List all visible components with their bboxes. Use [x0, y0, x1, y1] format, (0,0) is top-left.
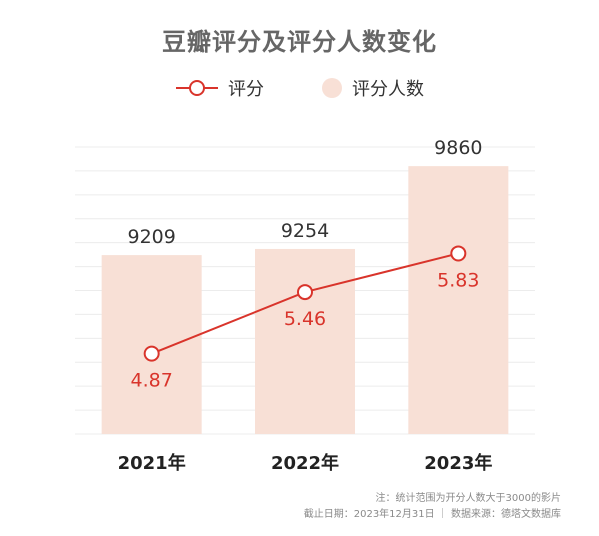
bar-value-label: 9860 — [434, 137, 482, 159]
line-marker-icon — [176, 78, 218, 98]
footnote-source: 截止日期：2023年12月31日 ｜ 数据来源：德塔文数据库 — [303, 509, 561, 520]
bar-value-label: 9254 — [281, 220, 329, 242]
score-point — [297, 284, 313, 301]
score-value-label: 5.46 — [284, 308, 326, 330]
score-point — [450, 245, 467, 262]
legend: 评分 评分人数 — [0, 74, 599, 102]
legend-label-score: 评分 — [228, 79, 264, 100]
score-value-label: 5.83 — [437, 269, 479, 291]
legend-item-count: 评分人数 — [322, 74, 424, 102]
bar-2022年 — [255, 248, 355, 434]
legend-label-count: 评分人数 — [352, 79, 424, 100]
legend-item-score: 评分 — [176, 74, 264, 102]
footnote-scope: 注：统计范围为开分人数大于3000的影片 — [375, 493, 561, 504]
bar-swatch-icon — [322, 78, 342, 98]
x-tick-label: 2022年 — [271, 452, 339, 474]
bar-2021年 — [101, 255, 202, 434]
bar-value-label: 9209 — [127, 226, 175, 248]
bar-2023年 — [408, 166, 509, 434]
x-tick-label: 2023年 — [424, 452, 492, 474]
score-value-label: 4.87 — [131, 370, 173, 392]
chart-title: 豆瓣评分及评分人数变化 — [162, 28, 437, 56]
score-point — [143, 345, 160, 362]
x-tick-label: 2021年 — [118, 452, 186, 474]
